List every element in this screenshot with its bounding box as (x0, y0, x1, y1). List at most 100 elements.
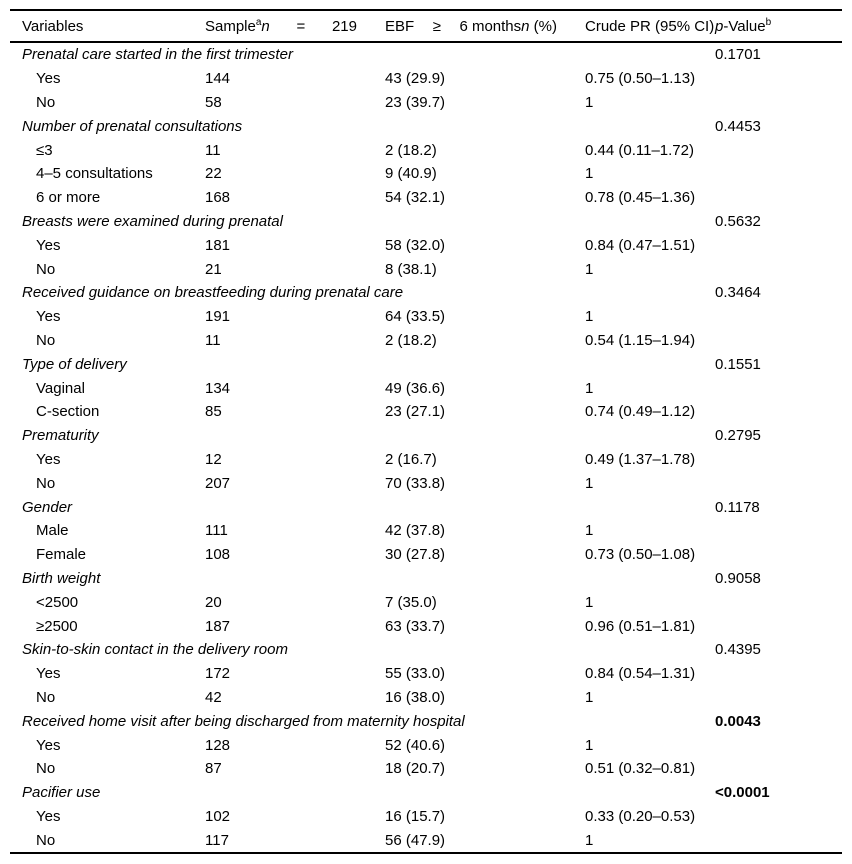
section-p-value: 0.2795 (715, 427, 761, 445)
item-category-label: No (36, 474, 56, 492)
item-sample-n: 144 (205, 70, 231, 88)
section-p-value: 0.9058 (715, 569, 761, 587)
item-sample-n: 20 (205, 593, 222, 611)
item-crude-pr: 1 (585, 522, 594, 540)
table-header-row: Variables Samplean = 219 EBF ≥ 6 monthsn… (10, 11, 842, 43)
item-ebf-n-pct: 58 (32.0) (385, 236, 446, 254)
item-sample-n: 108 (205, 546, 231, 564)
item-ebf-n-pct: 52 (40.6) (385, 736, 446, 754)
section-variable-name: Received guidance on breastfeeding durin… (22, 284, 404, 302)
item-sample-n: 117 (205, 831, 229, 849)
section-variable-name: Prematurity (22, 427, 99, 445)
item-ebf-n-pct: 43 (29.9) (385, 70, 446, 88)
item-sample-n: 134 (205, 379, 231, 397)
item-category-label: 6 or more (36, 189, 101, 207)
item-row: No 87 18 (20.7) 0.51 (0.32–0.81) (10, 757, 842, 781)
item-category-label: ≤3 (36, 141, 53, 159)
item-ebf-n-pct: 30 (27.8) (385, 546, 446, 564)
item-row: Yes 172 55 (33.0) 0.84 (0.54–1.31) (10, 662, 842, 686)
header-sample: Samplean = 219 (193, 16, 373, 35)
item-crude-pr: 0.54 (1.15–1.94) (585, 331, 696, 349)
item-category-label: <2500 (36, 593, 79, 611)
item-sample-n: 22 (205, 165, 222, 183)
item-crude-pr: 0.74 (0.49–1.12) (585, 403, 696, 421)
header-crude-pr-label: Crude PR (95% CI) (585, 17, 715, 35)
section-row: Prenatal care started in the first trime… (10, 43, 842, 67)
item-category-label: No (36, 760, 56, 778)
section-variable-name: Type of delivery (22, 355, 127, 373)
header-crude-pr: Crude PR (95% CI) (573, 18, 714, 35)
item-row: No 21 8 (38.1) 1 (10, 257, 842, 281)
item-category-label: No (36, 331, 56, 349)
item-row: No 11 2 (18.2) 0.54 (1.15–1.94) (10, 329, 842, 353)
header-ebf: EBF ≥ 6 monthsn (%) (373, 18, 573, 35)
section-variable-name: Prenatal care started in the first trime… (22, 46, 293, 64)
item-crude-pr: 0.78 (0.45–1.36) (585, 189, 696, 207)
item-ebf-n-pct: 55 (33.0) (385, 665, 446, 683)
item-crude-pr: 0.33 (0.20–0.53) (585, 807, 696, 825)
header-ebf-label: EBF (385, 17, 415, 35)
header-ebf-months: 6 monthsn (%) (459, 17, 557, 35)
header-sample-total: 219 (331, 17, 357, 35)
item-ebf-n-pct: 23 (39.7) (385, 93, 446, 111)
item-row: No 207 70 (33.8) 1 (10, 471, 842, 495)
section-row: Number of prenatal consultations 0.4453 (10, 114, 842, 138)
header-ebf-n: n (521, 17, 530, 35)
item-row: Yes 144 43 (29.9) 0.75 (0.50–1.13) (10, 67, 842, 91)
section-row: Type of delivery 0.1551 (10, 352, 842, 376)
item-crude-pr: 0.49 (1.37–1.78) (585, 450, 696, 468)
item-row: No 58 23 (39.7) 1 (10, 91, 842, 115)
section-p-value: <0.0001 (715, 784, 770, 802)
item-category-label: C-section (36, 403, 100, 421)
section-p-value: 0.4395 (715, 641, 761, 659)
section-variable-name: Gender (22, 498, 73, 516)
item-ebf-n-pct: 7 (35.0) (385, 593, 437, 611)
header-variables-label: Variables (22, 17, 84, 35)
item-crude-pr: 0.84 (0.47–1.51) (585, 236, 696, 254)
section-row: Received guidance on breastfeeding durin… (10, 281, 842, 305)
section-variable-name: Breasts were examined during prenatal (22, 212, 283, 230)
footnote-marker-b: b (765, 16, 772, 28)
header-sample-n: n (261, 17, 270, 35)
section-p-value: 0.4453 (715, 117, 761, 135)
item-category-label: ≥2500 (36, 617, 78, 635)
header-sample-label: Samplean (205, 16, 270, 35)
section-p-value: 0.1701 (715, 46, 761, 64)
header-ebf-pct: (%) (529, 17, 557, 35)
item-sample-n: 85 (205, 403, 222, 421)
item-crude-pr: 1 (585, 308, 594, 326)
item-row: 4–5 consultations 22 9 (40.9) 1 (10, 162, 842, 186)
header-ebf-gte: ≥ (432, 17, 441, 35)
section-row: Gender 0.1178 (10, 495, 842, 519)
section-variable-name: Skin-to-skin contact in the delivery roo… (22, 641, 288, 659)
item-ebf-n-pct: 2 (18.2) (385, 141, 437, 159)
item-category-label: Yes (36, 308, 61, 326)
item-crude-pr: 1 (585, 93, 594, 111)
item-category-label: Yes (36, 70, 61, 88)
footnote-marker-a: a (255, 16, 262, 28)
item-category-label: Yes (36, 807, 61, 825)
section-p-value: 0.5632 (715, 212, 761, 230)
item-row: C-section 85 23 (27.1) 0.74 (0.49–1.12) (10, 400, 842, 424)
section-variable-name: Number of prenatal consultations (22, 117, 243, 135)
header-sample-equals: = (296, 17, 306, 35)
section-p-value: 0.0043 (715, 712, 761, 730)
item-row: Yes 12 2 (16.7) 0.49 (1.37–1.78) (10, 448, 842, 472)
item-category-label: Yes (36, 665, 61, 683)
item-crude-pr: 1 (585, 593, 594, 611)
item-ebf-n-pct: 16 (38.0) (385, 688, 446, 706)
item-ebf-n-pct: 64 (33.5) (385, 308, 446, 326)
item-category-label: Female (36, 546, 87, 564)
item-sample-n: 11 (205, 331, 221, 349)
section-variable-name: Birth weight (22, 569, 101, 587)
item-ebf-n-pct: 9 (40.9) (385, 165, 437, 183)
item-category-label: Male (36, 522, 69, 540)
item-ebf-n-pct: 8 (38.1) (385, 260, 437, 278)
item-ebf-n-pct: 56 (47.9) (385, 831, 446, 849)
section-p-value: 0.1178 (715, 498, 760, 516)
item-ebf-n-pct: 2 (18.2) (385, 331, 437, 349)
section-row: Skin-to-skin contact in the delivery roo… (10, 638, 842, 662)
item-category-label: No (36, 831, 56, 849)
item-crude-pr: 0.44 (0.11–1.72) (585, 141, 694, 159)
item-sample-n: 21 (205, 260, 222, 278)
